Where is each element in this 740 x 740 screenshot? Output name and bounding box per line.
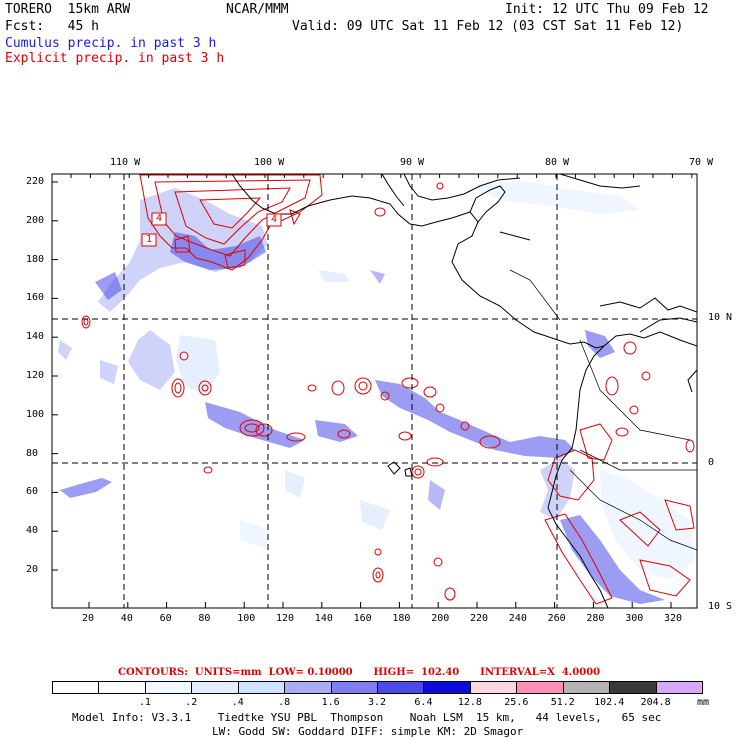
inset-label: 4	[271, 214, 278, 225]
x-tick-label: 280	[586, 613, 605, 624]
x-tick-label: 20	[82, 613, 95, 624]
colorbar-label: 102.4	[594, 697, 625, 708]
colorbar-cell	[191, 681, 239, 694]
x-tick-label: 160	[353, 613, 372, 624]
colorbar-cell	[423, 681, 471, 694]
lon-label: 70 W	[689, 157, 714, 168]
x-tick-label: 260	[547, 613, 566, 624]
y-tick-label: 120	[26, 370, 45, 381]
colorbar-label: 25.6	[504, 697, 529, 708]
y-tick-label: 140	[26, 331, 45, 343]
lat-label: 10 S	[708, 601, 733, 612]
colorbar-cell	[469, 681, 518, 694]
x-tick-label: 220	[470, 613, 489, 624]
lon-label: 100 W	[254, 157, 285, 168]
lat-label: 0	[708, 457, 715, 468]
lon-label: 110 W	[110, 157, 141, 168]
contour-info: CONTOURS: UNITS=mm LOW= 0.10000 HIGH= 10…	[118, 667, 601, 678]
model-info-line2: LW: Godd SW: Goddard DIFF: simple KM: 2D…	[212, 725, 524, 738]
colorbar-label: 6.4	[414, 697, 433, 708]
explicit-precip-contours	[81, 174, 695, 605]
y-tick-label: 80	[26, 447, 39, 459]
y-tick-label: 160	[26, 292, 45, 304]
colorbar-label: 1.6	[321, 697, 340, 708]
org-label: NCAR/MMM	[226, 2, 289, 17]
y-tick-label: 60	[26, 486, 39, 498]
colorbar-cell	[330, 681, 378, 694]
map-frame	[51, 173, 698, 609]
colorbar-label: 3.2	[368, 697, 387, 708]
colorbar-cell	[237, 681, 286, 694]
init-time: Init: 12 UTC Thu 09 Feb 12	[505, 2, 709, 17]
cumulus-legend: Cumulus precip. in past 3 h	[5, 36, 217, 51]
x-tick-label: 80	[198, 613, 211, 624]
x-tick-label: 120	[276, 613, 295, 624]
forecast-hour: Fcst: 45 h	[5, 19, 99, 34]
colorbar-cell	[377, 681, 425, 694]
y-tick-label: 220	[26, 176, 45, 187]
colorbar-cell	[52, 681, 100, 694]
colorbar-label: .4	[231, 697, 244, 708]
colorbar-label: 51.2	[550, 697, 575, 708]
x-tick-label: 320	[664, 613, 683, 624]
colorbar-label: .8	[278, 697, 291, 708]
x-tick-label: 240	[508, 613, 527, 624]
coastlines	[231, 174, 697, 608]
colorbar-cell	[516, 681, 564, 694]
y-tick-label: 180	[26, 253, 45, 265]
x-tick-label: 300	[625, 613, 644, 624]
y-tick-label: 100	[26, 408, 45, 420]
cumulus-precip-shading	[58, 180, 695, 604]
colorbar-cell	[655, 681, 703, 694]
colorbar-cell	[284, 681, 332, 694]
x-tick-label: 140	[314, 613, 333, 624]
lon-label: 90 W	[400, 157, 425, 168]
x-tick-label: 40	[120, 613, 133, 624]
inset-label: 4	[156, 213, 163, 224]
colorbar-unit: mm	[697, 697, 710, 708]
colorbar-label: .1	[138, 697, 151, 708]
colorbar-cell	[144, 681, 193, 694]
colorbar-cell	[609, 681, 657, 694]
graticule	[52, 174, 697, 608]
colorbar-cell	[562, 681, 611, 694]
y-tick-label: 40	[26, 525, 39, 537]
x-tick-label: 200	[431, 613, 450, 624]
country-borders	[509, 269, 697, 551]
colorbar-label: 204.8	[640, 697, 671, 708]
inset-label: 1	[146, 234, 153, 245]
inset-label-boxes	[141, 212, 282, 247]
lat-label: 10 N	[708, 312, 733, 323]
y-tick-label: 200	[26, 214, 45, 226]
lon-label: 80 W	[545, 157, 570, 168]
explicit-legend: Explicit precip. in past 3 h	[5, 51, 225, 66]
y-tick-label: 20	[26, 564, 39, 575]
colorbar-label: .2	[185, 697, 198, 708]
x-tick-label: 60	[159, 613, 172, 624]
model-title: TORERO 15km ARW	[5, 2, 131, 17]
colorbar-cell	[98, 681, 146, 694]
x-tick-label: 180	[392, 613, 411, 624]
model-info-line1: Model Info: V3.3.1 Tiedtke YSU PBL Thomp…	[72, 711, 662, 724]
x-tick-label: 100	[237, 613, 256, 624]
colorbar-label: 12.8	[457, 697, 482, 708]
valid-time: Valid: 09 UTC Sat 11 Feb 12 (03 CST Sat …	[292, 19, 684, 34]
